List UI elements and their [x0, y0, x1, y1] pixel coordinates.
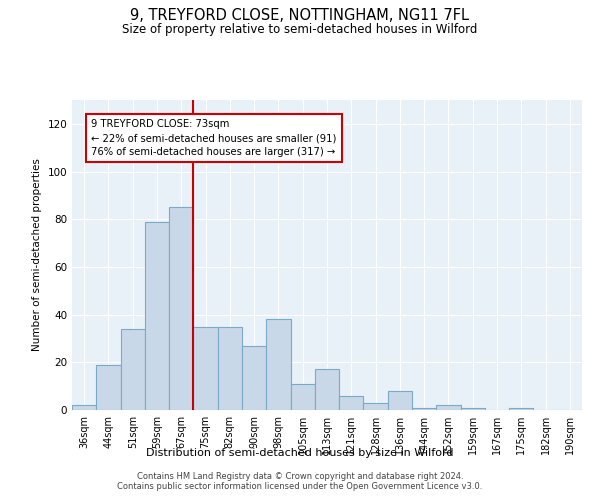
Bar: [339, 396, 364, 410]
Bar: [169, 208, 193, 410]
Text: 9, TREYFORD CLOSE, NOTTINGHAM, NG11 7FL: 9, TREYFORD CLOSE, NOTTINGHAM, NG11 7FL: [131, 8, 470, 22]
Bar: [121, 329, 145, 410]
Text: Contains public sector information licensed under the Open Government Licence v3: Contains public sector information licen…: [118, 482, 482, 491]
Bar: [193, 326, 218, 410]
Bar: [218, 326, 242, 410]
Bar: [96, 364, 121, 410]
Text: Contains HM Land Registry data © Crown copyright and database right 2024.: Contains HM Land Registry data © Crown c…: [137, 472, 463, 481]
Bar: [412, 408, 436, 410]
Bar: [461, 408, 485, 410]
Bar: [290, 384, 315, 410]
Bar: [242, 346, 266, 410]
Y-axis label: Number of semi-detached properties: Number of semi-detached properties: [32, 158, 42, 352]
Bar: [364, 403, 388, 410]
Text: 9 TREYFORD CLOSE: 73sqm
← 22% of semi-detached houses are smaller (91)
76% of se: 9 TREYFORD CLOSE: 73sqm ← 22% of semi-de…: [91, 119, 337, 157]
Bar: [72, 405, 96, 410]
Bar: [145, 222, 169, 410]
Bar: [388, 391, 412, 410]
Text: Size of property relative to semi-detached houses in Wilford: Size of property relative to semi-detach…: [122, 22, 478, 36]
Bar: [266, 320, 290, 410]
Bar: [436, 405, 461, 410]
Text: Distribution of semi-detached houses by size in Wilford: Distribution of semi-detached houses by …: [146, 448, 454, 458]
Bar: [509, 408, 533, 410]
Bar: [315, 370, 339, 410]
